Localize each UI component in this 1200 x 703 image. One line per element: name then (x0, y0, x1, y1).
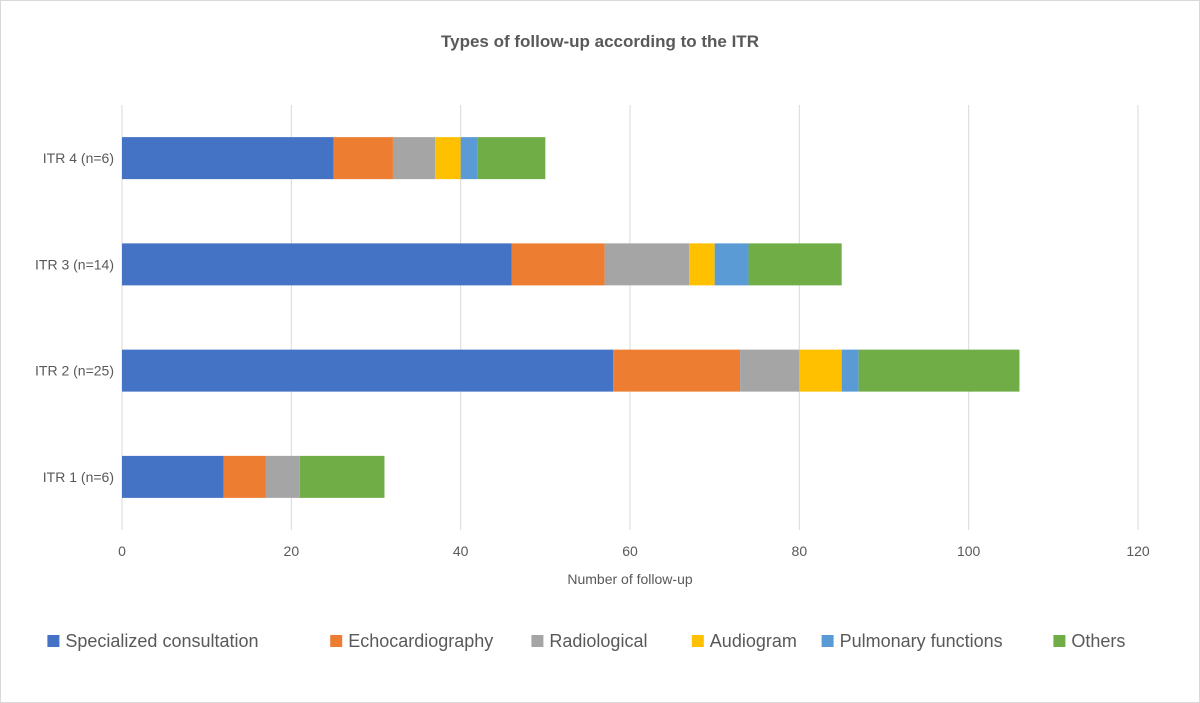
legend-label: Radiological (549, 631, 647, 651)
y-tick-label: ITR 2 (n=25) (35, 363, 114, 379)
x-tick-label: 80 (792, 543, 808, 559)
legend-swatch (330, 635, 343, 647)
bar-segment (223, 455, 266, 498)
bar-segment (858, 349, 1020, 392)
y-tick-label: ITR 3 (n=14) (35, 256, 114, 272)
legend-swatch (47, 635, 60, 647)
bar-segment (714, 243, 749, 286)
bar-segment (122, 137, 334, 180)
bar-segment (435, 137, 461, 180)
legend-swatch (531, 635, 544, 647)
bar-segment (740, 349, 800, 392)
y-tick-label: ITR 1 (n=6) (43, 469, 114, 485)
y-tick-label: ITR 4 (n=6) (43, 150, 114, 166)
legend-label: Pulmonary functions (840, 631, 1003, 651)
bar-segment (799, 349, 842, 392)
chart-title: Types of follow-up according to the ITR (441, 32, 759, 51)
legend-label: Audiogram (710, 631, 797, 651)
bar-segment (613, 349, 741, 392)
x-tick-label: 100 (957, 543, 981, 559)
bar-segment (477, 137, 546, 180)
bar-segment (122, 455, 224, 498)
bar-segment (265, 455, 300, 498)
x-axis-label: Number of follow-up (567, 571, 692, 587)
bar-segment (689, 243, 715, 286)
bar-segment (748, 243, 842, 286)
legend-label: Specialized consultation (65, 631, 258, 651)
bar-segment (604, 243, 690, 286)
x-tick-label: 120 (1126, 543, 1150, 559)
legend-swatch (691, 635, 704, 647)
bar-segment (392, 137, 436, 180)
x-tick-label: 60 (622, 543, 638, 559)
x-tick-label: 40 (453, 543, 469, 559)
bar-segment (299, 455, 385, 498)
bar-segment (841, 349, 859, 392)
x-tick-label: 20 (284, 543, 300, 559)
bar-segment (511, 243, 605, 286)
bar-segment (333, 137, 393, 180)
legend-label: Echocardiography (348, 631, 493, 651)
legend-swatch (821, 635, 834, 647)
bar-segment (460, 137, 478, 180)
bar-segment (122, 243, 512, 286)
x-tick-label: 0 (118, 543, 126, 559)
bar-segment (122, 349, 614, 392)
legend-swatch (1053, 635, 1066, 647)
legend-label: Others (1071, 631, 1125, 651)
